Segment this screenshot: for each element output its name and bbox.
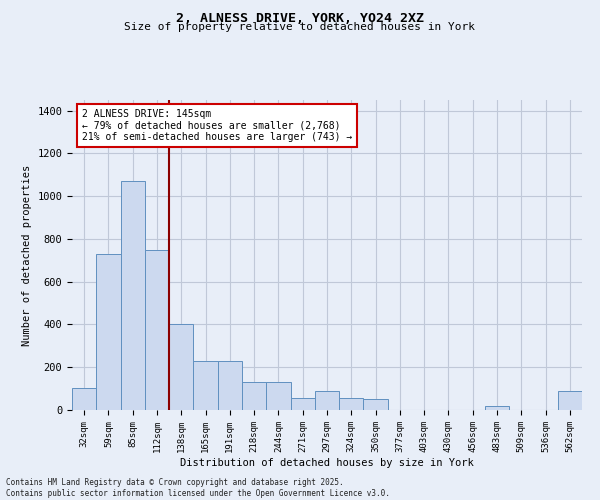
Bar bbox=[315, 391, 339, 410]
Bar bbox=[72, 388, 96, 410]
Bar bbox=[364, 400, 388, 410]
Bar bbox=[290, 398, 315, 410]
Text: Size of property relative to detached houses in York: Size of property relative to detached ho… bbox=[125, 22, 476, 32]
Text: Contains HM Land Registry data © Crown copyright and database right 2025.
Contai: Contains HM Land Registry data © Crown c… bbox=[6, 478, 390, 498]
Bar bbox=[96, 254, 121, 410]
Bar bbox=[145, 250, 169, 410]
Y-axis label: Number of detached properties: Number of detached properties bbox=[22, 164, 32, 346]
Text: 2, ALNESS DRIVE, YORK, YO24 2XZ: 2, ALNESS DRIVE, YORK, YO24 2XZ bbox=[176, 12, 424, 26]
Bar bbox=[558, 391, 582, 410]
Bar bbox=[193, 361, 218, 410]
Bar bbox=[218, 361, 242, 410]
Bar bbox=[242, 382, 266, 410]
Bar bbox=[169, 324, 193, 410]
Bar bbox=[266, 382, 290, 410]
X-axis label: Distribution of detached houses by size in York: Distribution of detached houses by size … bbox=[180, 458, 474, 468]
Bar bbox=[121, 181, 145, 410]
Bar bbox=[339, 398, 364, 410]
Bar bbox=[485, 406, 509, 410]
Text: 2 ALNESS DRIVE: 145sqm
← 79% of detached houses are smaller (2,768)
21% of semi-: 2 ALNESS DRIVE: 145sqm ← 79% of detached… bbox=[82, 110, 352, 142]
